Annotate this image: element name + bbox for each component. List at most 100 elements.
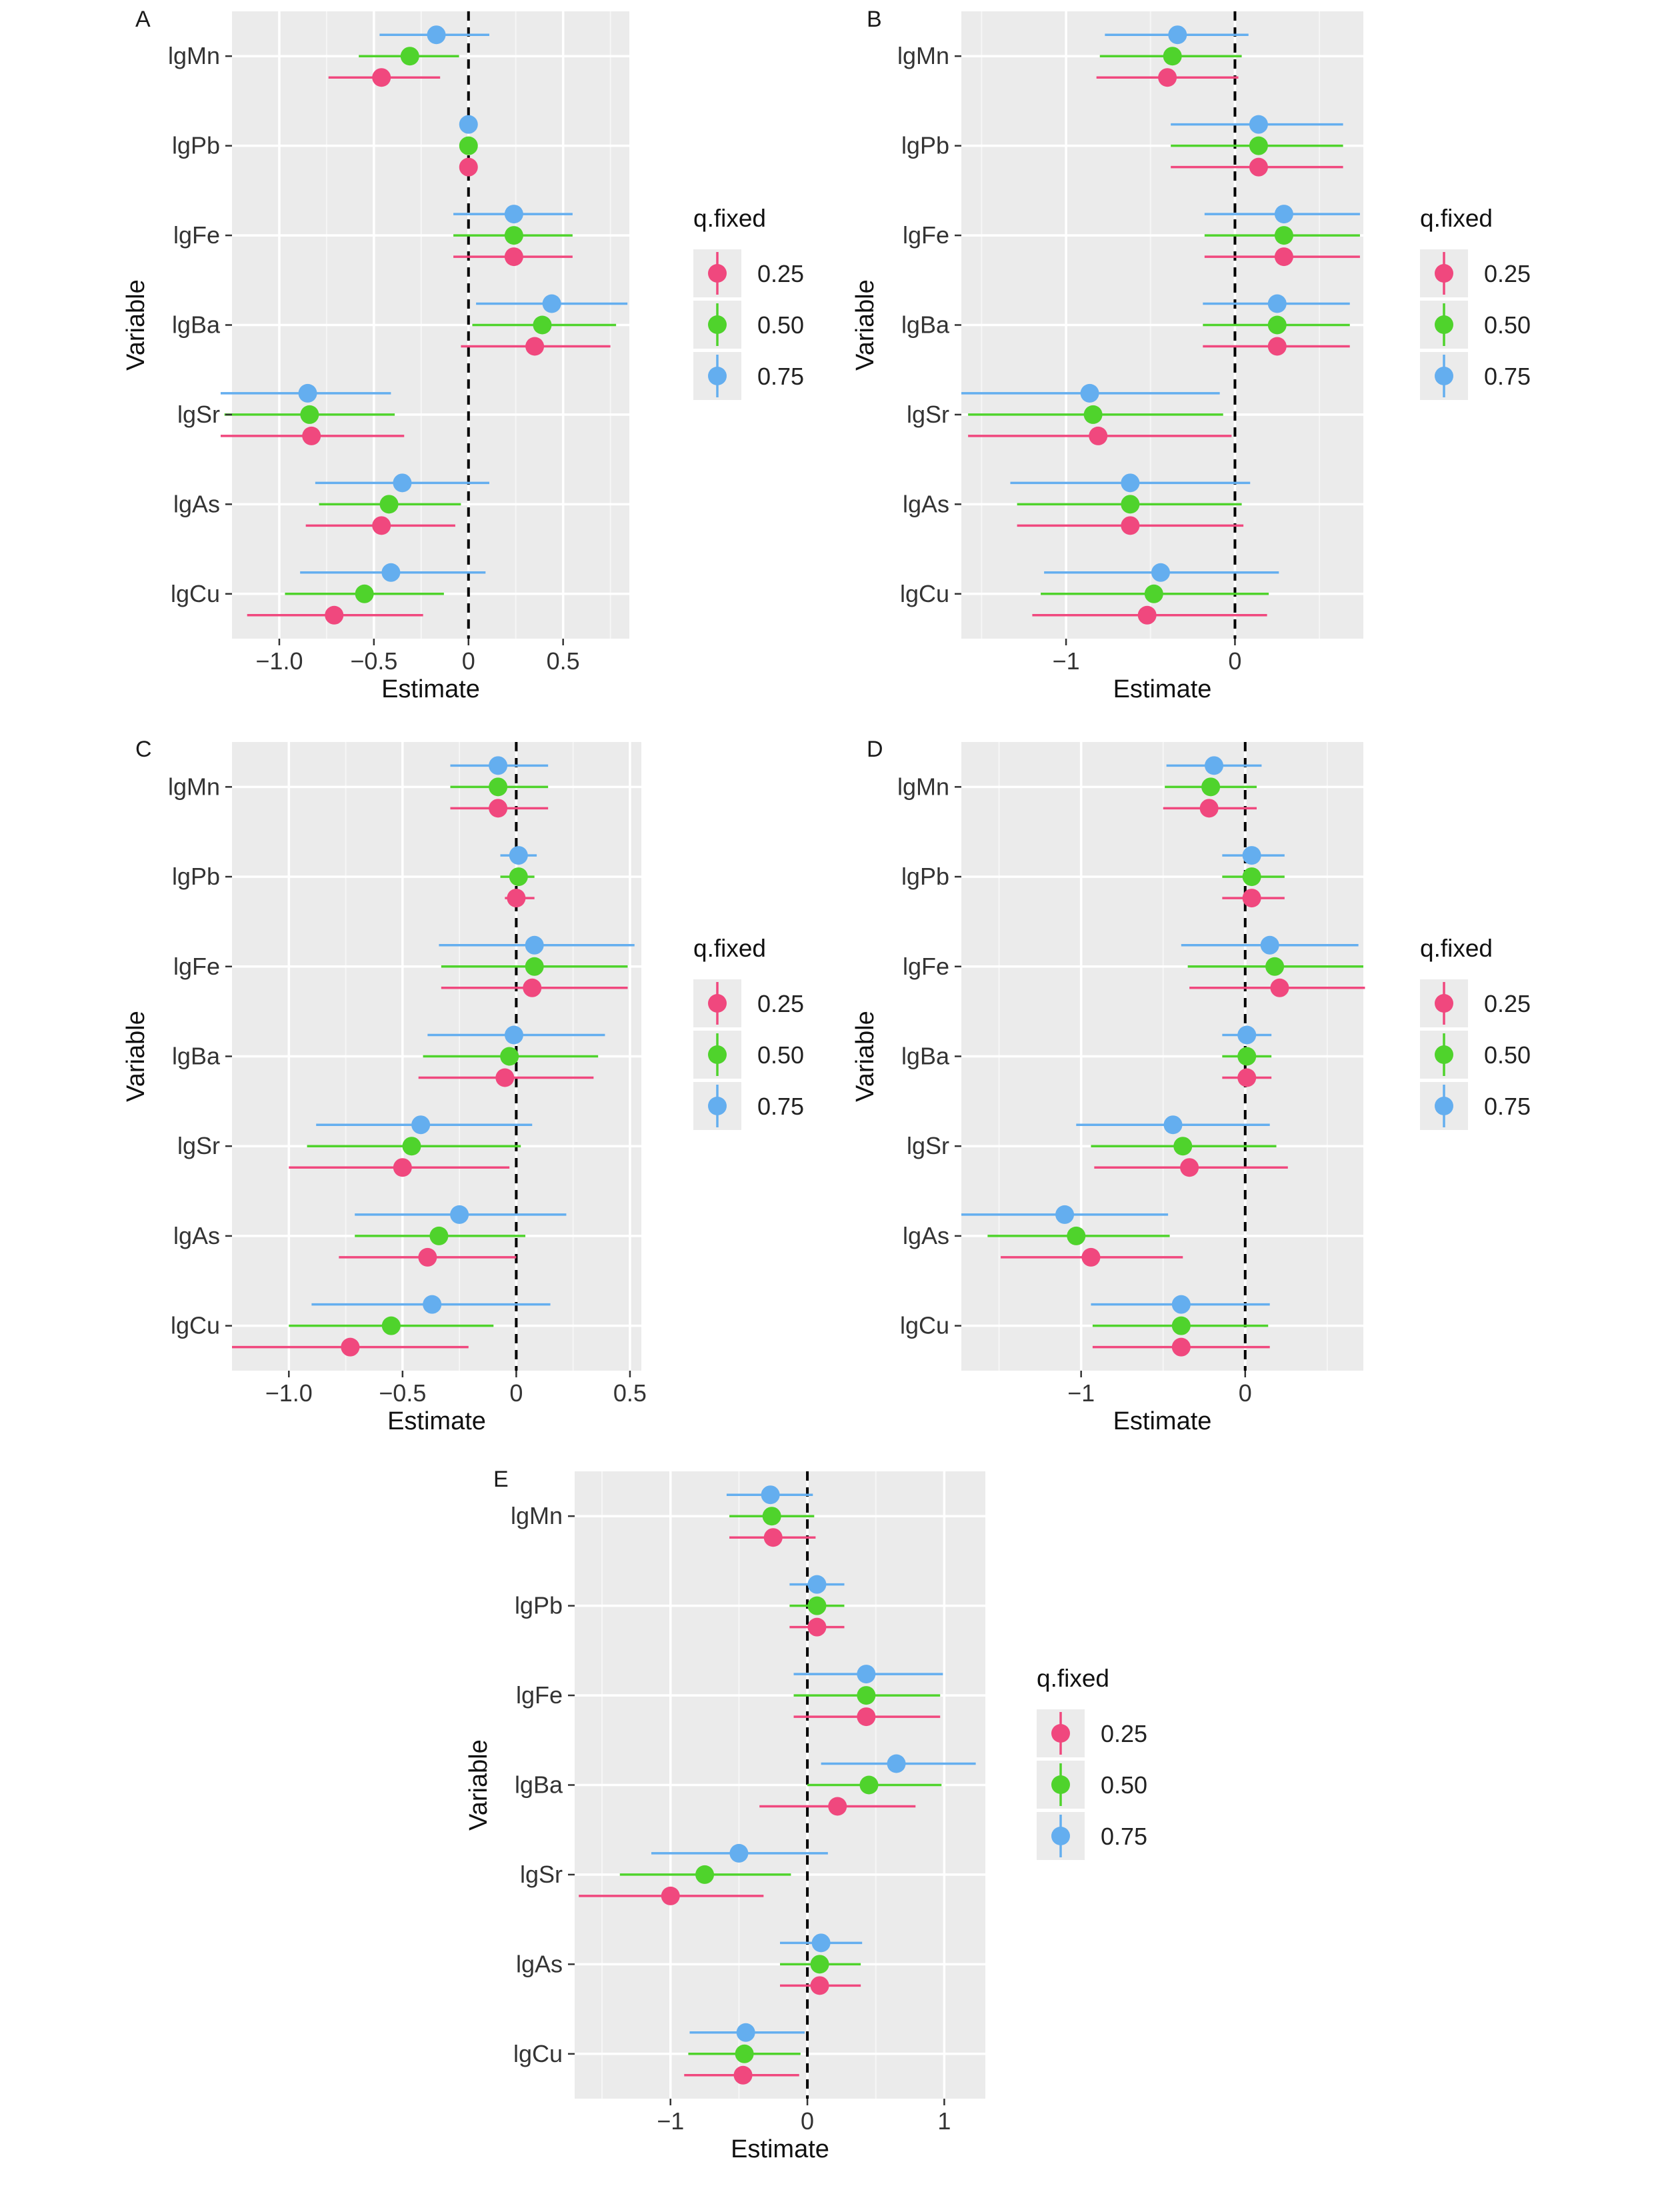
point-lgFe [857, 1665, 876, 1684]
point-lgAs [372, 516, 391, 535]
y-tick-label: lgMn [511, 1502, 563, 1529]
point-lgMn [1158, 68, 1177, 87]
point-lgMn [1163, 47, 1182, 66]
y-tick-label: lgSr [177, 401, 220, 428]
x-tick-label: 0 [1228, 647, 1241, 675]
legend-label: 0.25 [757, 260, 804, 287]
y-tick-label: lgMn [897, 773, 949, 800]
series-0.50 [224, 47, 617, 603]
y-tick-label: lgPb [172, 863, 220, 890]
y-tick-label: lgPb [515, 1592, 563, 1619]
point-lgCu [1171, 1337, 1191, 1357]
point-lgMn [1199, 799, 1219, 818]
y-axis-title: Variable [851, 279, 879, 371]
point-lgCu [381, 563, 401, 582]
legend-label: 0.50 [1101, 1771, 1147, 1799]
legend-key-point [708, 1097, 727, 1115]
x-tick-label: −1 [1067, 1379, 1095, 1407]
point-lgPb [459, 136, 478, 155]
series-0.50 [987, 777, 1363, 1335]
legend-key-point [708, 994, 727, 1013]
point-lgSr [393, 1158, 412, 1177]
point-lgAs [393, 473, 412, 493]
point-lgSr [729, 1843, 749, 1863]
point-lgSr [1083, 405, 1103, 424]
legend: q.fixed 0.25 0.50 0.75 [1420, 935, 1531, 1130]
point-lgBa [1267, 315, 1287, 335]
y-tick-label: lgBa [901, 311, 950, 339]
y-tick-label: lgBa [172, 311, 221, 339]
point-lgAs [1121, 495, 1140, 514]
point-lgMn [1205, 756, 1224, 775]
point-lgPb [807, 1617, 827, 1637]
point-lgPb [459, 115, 478, 134]
point-lgBa [533, 315, 552, 335]
legend-title: q.fixed [1420, 935, 1493, 962]
legend-key-point [1435, 315, 1453, 334]
y-tick-label: lgAs [516, 1950, 563, 1977]
y-tick-label: lgSr [177, 1132, 220, 1159]
point-lgAs [810, 1955, 829, 1974]
point-lgAs [429, 1226, 449, 1245]
point-lgPb [459, 157, 478, 177]
point-lgMn [762, 1507, 781, 1526]
point-lgPb [807, 1575, 827, 1594]
y-tick-label: lgFe [903, 221, 949, 249]
legend-key-point [1435, 367, 1453, 385]
point-lgCu [735, 2044, 754, 2063]
point-lgMn [489, 799, 508, 818]
series-0.25 [232, 799, 628, 1357]
y-tick-label: lgFe [173, 953, 220, 980]
legend-key-point [1051, 1775, 1070, 1794]
point-lgSr [411, 1115, 431, 1135]
point-lgAs [450, 1205, 469, 1224]
point-lgSr [300, 405, 319, 424]
series-0.75 [651, 1485, 976, 2042]
point-lgMn [1201, 777, 1221, 797]
y-tick-label: lgMn [168, 773, 220, 800]
legend-label: 0.50 [1484, 311, 1531, 339]
y-tick-label: lgSr [520, 1861, 563, 1888]
point-lgAs [379, 495, 399, 514]
y-axis-title: Variable [851, 1011, 879, 1102]
x-tick-label: −1 [1053, 647, 1080, 675]
point-lgFe [1260, 935, 1279, 955]
legend-label: 0.50 [757, 311, 804, 339]
series-0.75 [311, 756, 635, 1314]
point-lgMn [763, 1528, 783, 1547]
y-tick-label: lgBa [172, 1043, 221, 1070]
point-lgFe [525, 935, 544, 955]
legend-key-point [708, 367, 727, 385]
y-tick-label: lgFe [173, 221, 220, 249]
legend-key-point [1051, 1827, 1070, 1845]
legend-key-point [1435, 994, 1453, 1013]
point-lgCu [1144, 584, 1163, 603]
legend-key-point [708, 315, 727, 334]
point-lgAs [811, 1933, 831, 1953]
point-lgAs [1121, 473, 1140, 493]
point-lgPb [1249, 157, 1268, 177]
point-lgBa [1237, 1068, 1257, 1087]
point-lgSr [402, 1137, 421, 1156]
legend-label: 0.75 [1101, 1823, 1147, 1850]
panel-label: C [135, 737, 152, 762]
point-lgPb [507, 889, 526, 908]
point-lgAs [1081, 1247, 1101, 1267]
legend-label: 0.50 [757, 1041, 804, 1069]
y-axis-title: Variable [122, 1011, 150, 1102]
legend-label: 0.25 [757, 990, 804, 1017]
series-0.50 [619, 1507, 942, 2063]
point-lgCu [341, 1337, 360, 1357]
x-axis-title: Estimate [731, 2135, 829, 2163]
panel-label: A [135, 7, 151, 32]
x-axis-title: Estimate [381, 675, 480, 703]
y-tick-label: lgCu [900, 1312, 949, 1339]
series-0.25 [968, 68, 1360, 625]
point-lgBa [828, 1797, 847, 1816]
point-lgPb [807, 1596, 827, 1615]
panel-E: lgMn lgPb lgFe lgBa lgSr lgAs lgCu −1 0 1 Estimate… [465, 1467, 1147, 2163]
point-lgCu [381, 1316, 401, 1335]
y-tick-label: lgMn [897, 42, 949, 69]
legend-label: 0.50 [1484, 1041, 1531, 1069]
point-lgFe [504, 205, 523, 224]
